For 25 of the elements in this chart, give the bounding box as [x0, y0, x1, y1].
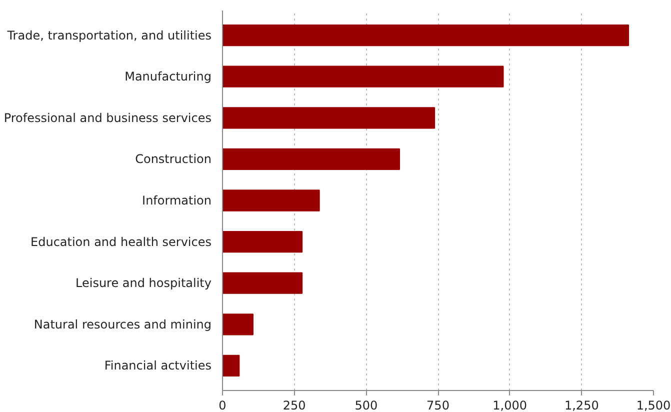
- x-tick-label: 500: [354, 398, 378, 412]
- x-tick-label: 1,250: [564, 398, 599, 412]
- bar: [222, 190, 320, 212]
- x-tick-label: 750: [426, 398, 450, 412]
- y-tick-label: Financial actvities: [104, 358, 212, 373]
- x-tick-label: 1,000: [492, 398, 528, 412]
- bar: [222, 66, 504, 88]
- y-tick-label: Information: [142, 194, 212, 208]
- y-tick-label: Construction: [135, 152, 212, 166]
- x-tick-label: 1,500: [636, 398, 671, 412]
- y-tick-label: Professional and business services: [4, 110, 212, 125]
- y-tick-label: Education and health services: [30, 234, 212, 249]
- bar: [222, 107, 436, 129]
- bar: [222, 272, 303, 294]
- y-tick-label: Natural resources and mining: [34, 317, 212, 332]
- bar: [222, 148, 400, 170]
- bar: [222, 354, 240, 377]
- y-tick-label: Trade, transportation, and utilities: [6, 28, 212, 42]
- x-tick-label: 250: [282, 398, 306, 412]
- bar: [222, 314, 254, 336]
- x-tick-label: 0: [218, 398, 226, 412]
- y-tick-label: Manufacturing: [124, 70, 212, 84]
- y-tick-label: Leisure and hospitality: [76, 276, 212, 290]
- bar: [222, 24, 629, 46]
- bar: [222, 230, 303, 253]
